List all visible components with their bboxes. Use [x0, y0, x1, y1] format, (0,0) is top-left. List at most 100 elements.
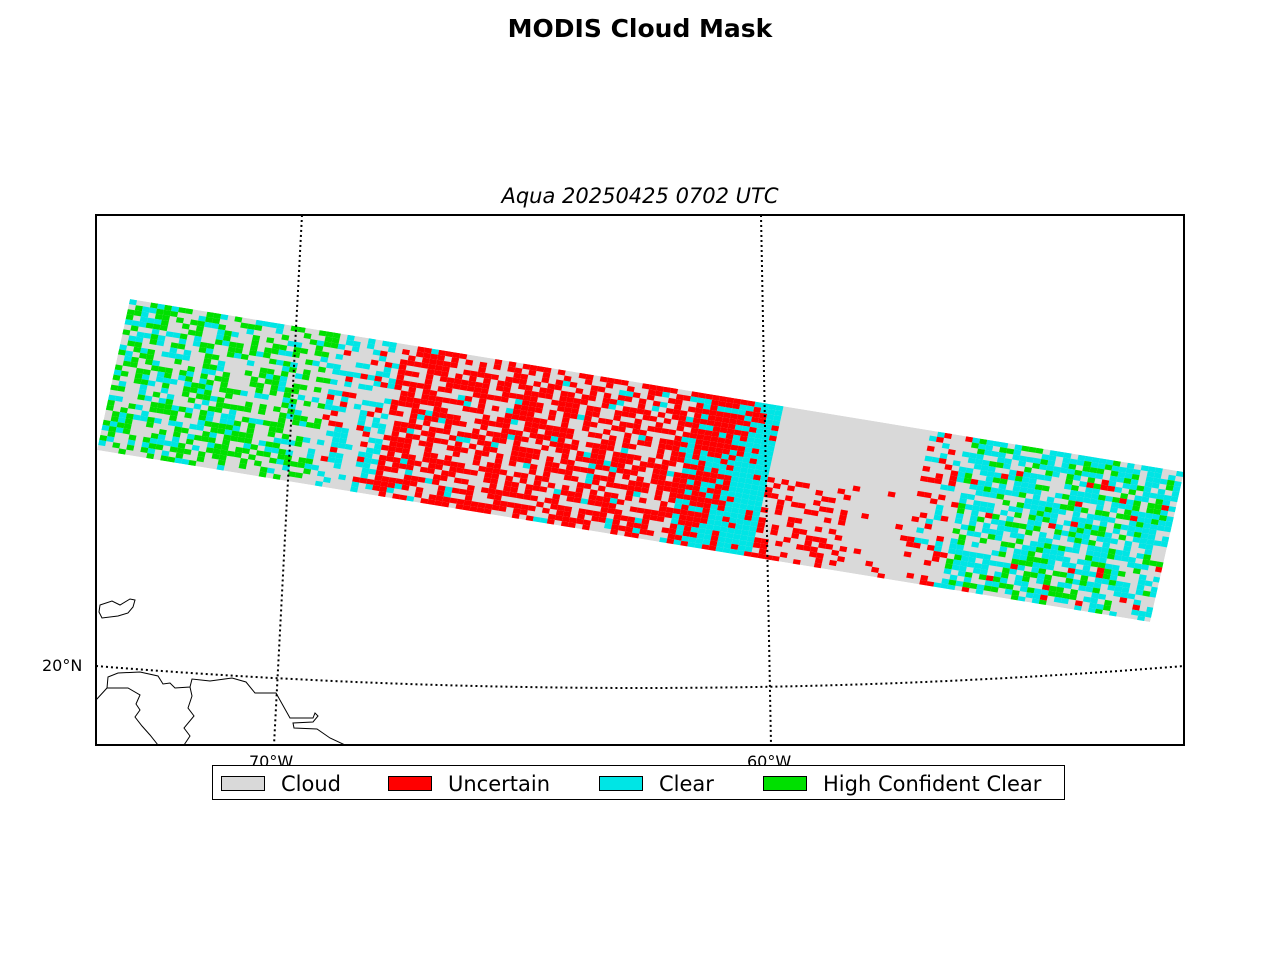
mask-pixel [799, 528, 808, 536]
mask-pixel [1055, 586, 1065, 593]
mask-pixel [247, 323, 256, 330]
mask-pixel [312, 423, 321, 430]
mask-pixel [453, 477, 462, 484]
mask-pixel [275, 359, 284, 366]
mask-pixel [998, 452, 1007, 459]
mask-pixel [1023, 570, 1032, 578]
mask-pixel [570, 408, 579, 415]
mask-pixel [1133, 599, 1142, 606]
mask-pixel [525, 416, 534, 423]
mask-pixel [1026, 587, 1035, 594]
mask-pixel [406, 360, 415, 367]
mask-pixel [1142, 522, 1151, 529]
mask-pixel [383, 465, 392, 473]
mask-pixel [812, 499, 821, 507]
mask-pixel [665, 507, 674, 514]
mask-pixel [757, 454, 766, 461]
mask-pixel [536, 433, 545, 440]
mask-pixel [655, 385, 664, 392]
mask-pixel [591, 447, 600, 455]
mask-pixel [706, 487, 715, 494]
mask-pixel [181, 458, 190, 465]
mask-pixel [511, 445, 520, 452]
mask-pixel [1135, 521, 1144, 528]
mask-pixel [468, 443, 477, 450]
mask-pixel [730, 444, 739, 451]
mask-pixel [303, 332, 312, 340]
mask-pixel [709, 472, 718, 479]
mask-pixel [530, 427, 539, 434]
mask-pixel [1137, 579, 1146, 586]
mask-pixel [745, 541, 754, 548]
mask-pixel [1036, 510, 1045, 517]
mask-pixel [865, 560, 874, 567]
mask-pixel [490, 478, 499, 485]
mask-pixel [385, 455, 394, 463]
mask-pixel [1134, 526, 1143, 533]
mask-pixel [1096, 536, 1105, 543]
mask-pixel [956, 507, 965, 515]
mask-pixel [656, 484, 665, 491]
mask-pixel [584, 379, 593, 386]
mask-pixel [1096, 567, 1105, 574]
mask-pixel [1066, 572, 1075, 579]
mask-pixel [209, 432, 218, 439]
mask-pixel [677, 488, 686, 495]
mask-pixel [735, 419, 744, 426]
mask-pixel [357, 383, 366, 390]
mask-pixel [1113, 523, 1122, 530]
mask-pixel [724, 407, 733, 414]
mask-pixel [98, 439, 107, 447]
mask-pixel [955, 580, 964, 587]
mask-pixel [463, 432, 472, 439]
mask-pixel [706, 419, 715, 427]
mask-pixel [655, 489, 664, 496]
mask-pixel [574, 492, 583, 499]
mask-pixel [633, 522, 642, 529]
mask-pixel [1050, 544, 1059, 551]
mask-pixel [289, 398, 298, 405]
mask-pixel [205, 447, 214, 454]
mask-pixel [581, 394, 590, 401]
mask-pixel [485, 467, 494, 474]
mask-pixel [408, 386, 417, 393]
mask-pixel [671, 414, 680, 421]
mask-pixel [532, 485, 541, 492]
mask-pixel [602, 496, 611, 503]
mask-pixel [519, 378, 528, 385]
mask-pixel [1147, 534, 1156, 541]
mask-pixel [738, 409, 747, 416]
mask-pixel [1090, 561, 1099, 568]
mask-pixel [483, 440, 492, 447]
mask-pixel [616, 467, 625, 474]
mask-pixel [435, 495, 444, 502]
mask-pixel [983, 585, 992, 592]
mask-pixel [445, 382, 454, 389]
mask-pixel [206, 311, 215, 318]
mask-pixel [130, 356, 139, 363]
mask-pixel [754, 500, 763, 507]
mask-pixel [1097, 463, 1106, 470]
mask-pixel [628, 480, 637, 487]
mask-pixel [636, 439, 645, 446]
mask-pixel [1135, 589, 1144, 596]
mask-pixel [1072, 511, 1081, 518]
mask-pixel [779, 551, 788, 558]
mask-pixel [632, 527, 641, 534]
mask-pixel [165, 331, 174, 338]
mask-pixel [527, 505, 536, 512]
mask-pixel [814, 526, 823, 533]
mask-pixel [237, 436, 246, 443]
mask-pixel [1136, 553, 1145, 560]
mask-pixel [1098, 593, 1107, 600]
mask-pixel [895, 523, 904, 530]
mask-pixel [927, 476, 936, 484]
mask-pixel [1004, 521, 1013, 528]
mask-pixel [206, 410, 215, 417]
mask-pixel [667, 497, 677, 504]
mask-pixel [716, 510, 725, 517]
mask-pixel [311, 396, 320, 403]
mask-pixel [598, 516, 607, 523]
mask-pixel [802, 482, 811, 489]
mask-pixel [755, 428, 764, 435]
